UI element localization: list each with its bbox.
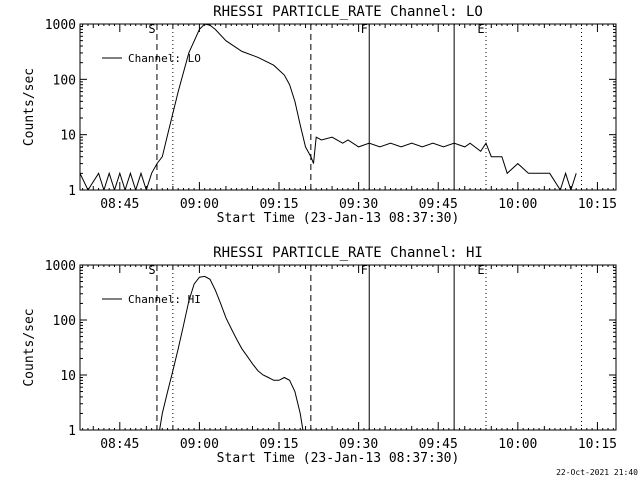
x-tick-label: 09:15 — [259, 437, 298, 452]
y-tick-label: 1000 — [45, 18, 76, 33]
x-tick-label: 10:15 — [578, 437, 617, 452]
plot-frame — [79, 264, 617, 431]
event-marker-label: S — [148, 263, 155, 277]
x-tick-label: 09:00 — [180, 437, 219, 452]
x-tick-label: 08:45 — [100, 437, 139, 452]
y-tick-label: 1000 — [45, 259, 76, 274]
event-marker-label: E — [477, 22, 484, 36]
x-tick-label: 09:00 — [180, 197, 219, 212]
y-tick-label: 10 — [60, 129, 76, 144]
x-tick-label: 10:00 — [498, 437, 537, 452]
y-axis-label: Counts/sec — [22, 68, 37, 146]
x-tick-label: 08:45 — [100, 197, 139, 212]
y-axis-label: Counts/sec — [22, 308, 37, 386]
plot-frame — [79, 23, 617, 191]
footer-timestamp: 22-Oct-2021 21:40 — [556, 468, 638, 477]
y-tick-label: 10 — [60, 369, 76, 384]
x-axis-label: Start Time (23-Jan-13 08:37:30) — [217, 211, 460, 226]
x-tick-label: 10:15 — [578, 197, 617, 212]
series-line — [159, 275, 304, 430]
x-tick-label: 09:15 — [259, 197, 298, 212]
y-tick-label: 100 — [53, 314, 76, 329]
x-tick-label: 09:45 — [419, 197, 458, 212]
x-tick-label: 10:00 — [498, 197, 537, 212]
legend-label: Channel: LO — [128, 52, 201, 65]
event-marker-label: E — [477, 263, 484, 277]
event-marker-label: F — [361, 263, 368, 277]
x-tick-label: 09:30 — [339, 437, 378, 452]
y-tick-label: 1 — [68, 184, 76, 199]
legend-label: Channel: HI — [128, 293, 201, 306]
x-axis-label: Start Time (23-Jan-13 08:37:30) — [217, 451, 460, 466]
hi-channel-panel: RHESSI PARTICLE_RATE Channel: HI 1 10 100 10… — [22, 245, 617, 466]
x-tick-label: 09:30 — [339, 197, 378, 212]
event-marker-label: F — [361, 22, 368, 36]
chart-title: RHESSI PARTICLE_RATE Channel: HI — [213, 245, 483, 261]
y-tick-label: 100 — [53, 73, 76, 88]
chart-title: RHESSI PARTICLE_RATE Channel: LO — [213, 4, 483, 20]
series-line — [80, 24, 577, 190]
x-tick-label: 09:45 — [419, 437, 458, 452]
lo-channel-panel: RHESSI PARTICLE_RATE Channel: LO 1 10 100 10… — [22, 4, 617, 226]
y-tick-label: 1 — [68, 424, 76, 439]
event-marker-label: S — [148, 22, 155, 36]
